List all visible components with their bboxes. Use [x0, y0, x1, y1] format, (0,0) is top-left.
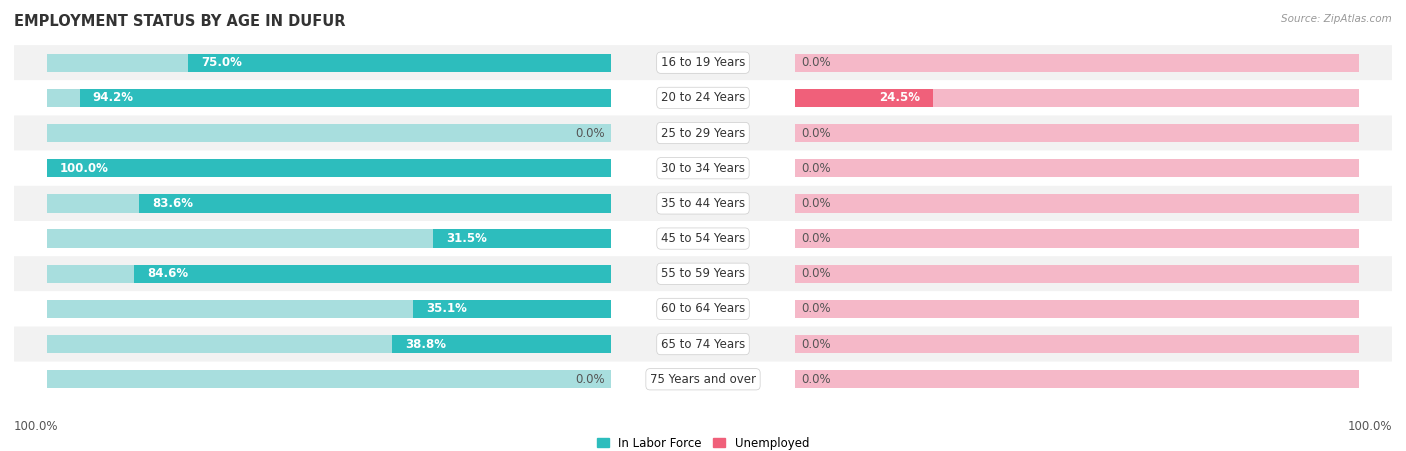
- Bar: [794, 230, 1360, 248]
- Text: 20 to 24 Years: 20 to 24 Years: [661, 92, 745, 104]
- Text: 0.0%: 0.0%: [575, 127, 605, 139]
- Text: 60 to 64 Years: 60 to 64 Years: [661, 303, 745, 315]
- Bar: [794, 159, 1360, 177]
- Text: 30 to 34 Years: 30 to 34 Years: [661, 162, 745, 175]
- FancyBboxPatch shape: [14, 151, 1392, 186]
- Bar: [46, 89, 612, 107]
- FancyBboxPatch shape: [14, 327, 1392, 362]
- FancyBboxPatch shape: [14, 221, 1392, 256]
- Bar: [794, 89, 1360, 107]
- Bar: [80, 89, 612, 107]
- Text: 100.0%: 100.0%: [14, 420, 59, 433]
- Bar: [794, 370, 1360, 388]
- Text: 0.0%: 0.0%: [801, 267, 831, 280]
- Text: 31.5%: 31.5%: [447, 232, 488, 245]
- Bar: [794, 300, 1360, 318]
- Text: 35 to 44 Years: 35 to 44 Years: [661, 197, 745, 210]
- Text: Source: ZipAtlas.com: Source: ZipAtlas.com: [1281, 14, 1392, 23]
- Bar: [392, 335, 612, 353]
- Text: 0.0%: 0.0%: [801, 197, 831, 210]
- FancyBboxPatch shape: [14, 256, 1392, 291]
- Text: 0.0%: 0.0%: [801, 373, 831, 386]
- Text: 0.0%: 0.0%: [801, 56, 831, 69]
- Text: 100.0%: 100.0%: [1347, 420, 1392, 433]
- FancyBboxPatch shape: [14, 186, 1392, 221]
- Bar: [46, 159, 612, 177]
- Bar: [46, 300, 612, 318]
- Text: 55 to 59 Years: 55 to 59 Years: [661, 267, 745, 280]
- Bar: [188, 54, 612, 72]
- Bar: [433, 230, 612, 248]
- Text: 83.6%: 83.6%: [152, 197, 194, 210]
- Text: 75 Years and over: 75 Years and over: [650, 373, 756, 386]
- Bar: [794, 124, 1360, 142]
- Text: 38.8%: 38.8%: [405, 338, 446, 350]
- FancyBboxPatch shape: [14, 115, 1392, 151]
- Text: 94.2%: 94.2%: [93, 92, 134, 104]
- Text: 24.5%: 24.5%: [879, 92, 920, 104]
- Bar: [46, 159, 612, 177]
- Bar: [413, 300, 612, 318]
- FancyBboxPatch shape: [14, 80, 1392, 115]
- FancyBboxPatch shape: [14, 362, 1392, 397]
- Bar: [46, 265, 612, 283]
- Bar: [46, 124, 612, 142]
- Bar: [139, 194, 612, 212]
- Text: 0.0%: 0.0%: [801, 162, 831, 175]
- Text: 75.0%: 75.0%: [201, 56, 242, 69]
- Bar: [46, 54, 612, 72]
- Text: 0.0%: 0.0%: [801, 338, 831, 350]
- Bar: [794, 335, 1360, 353]
- Text: 0.0%: 0.0%: [801, 303, 831, 315]
- Bar: [46, 370, 612, 388]
- Bar: [794, 265, 1360, 283]
- Text: EMPLOYMENT STATUS BY AGE IN DUFUR: EMPLOYMENT STATUS BY AGE IN DUFUR: [14, 14, 346, 28]
- FancyBboxPatch shape: [14, 291, 1392, 327]
- Text: 100.0%: 100.0%: [60, 162, 108, 175]
- Text: 65 to 74 Years: 65 to 74 Years: [661, 338, 745, 350]
- FancyBboxPatch shape: [14, 45, 1392, 80]
- Bar: [46, 335, 612, 353]
- Bar: [794, 54, 1360, 72]
- Text: 0.0%: 0.0%: [575, 373, 605, 386]
- Bar: [134, 265, 612, 283]
- Bar: [46, 230, 612, 248]
- Text: 84.6%: 84.6%: [146, 267, 188, 280]
- Legend: In Labor Force, Unemployed: In Labor Force, Unemployed: [592, 432, 814, 451]
- Bar: [794, 194, 1360, 212]
- Bar: [794, 89, 934, 107]
- Text: 0.0%: 0.0%: [801, 232, 831, 245]
- Text: 25 to 29 Years: 25 to 29 Years: [661, 127, 745, 139]
- Bar: [46, 194, 612, 212]
- Text: 0.0%: 0.0%: [801, 127, 831, 139]
- Text: 45 to 54 Years: 45 to 54 Years: [661, 232, 745, 245]
- Text: 16 to 19 Years: 16 to 19 Years: [661, 56, 745, 69]
- Text: 35.1%: 35.1%: [426, 303, 467, 315]
